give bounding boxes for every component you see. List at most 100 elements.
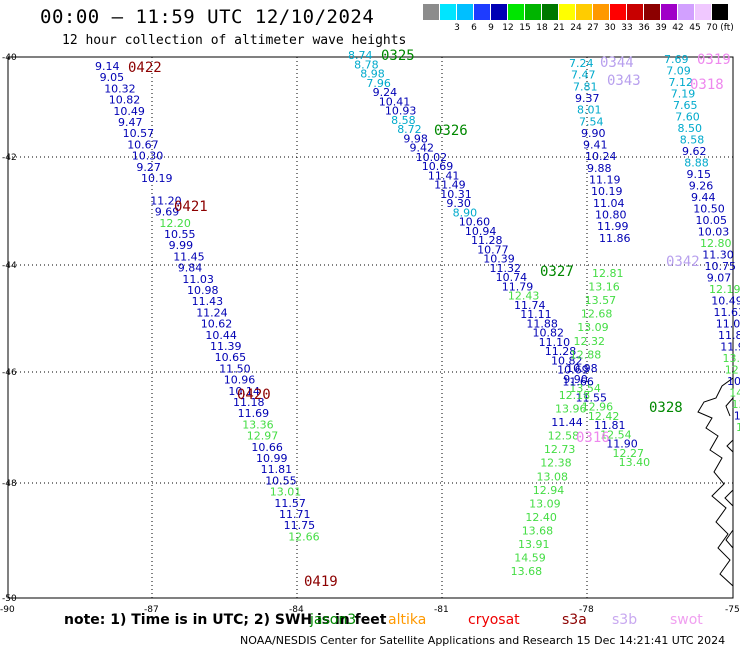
wave-height-value: 10.96: [224, 374, 256, 387]
wave-height-value: 12.73: [544, 443, 576, 456]
wave-height-value: 10.24: [585, 150, 617, 163]
wave-height-value: 9.98: [403, 132, 428, 145]
wave-height-value: 7.24: [569, 57, 594, 70]
wave-height-value: 9.26: [689, 180, 714, 193]
wave-height-value: 7.54: [579, 115, 604, 128]
wave-height-value: 9.05: [100, 71, 125, 84]
wave-height-value: 9.27: [136, 161, 161, 174]
wave-height-value: 10.98: [187, 284, 219, 297]
wave-height-value: 12.42: [588, 410, 620, 423]
wave-height-value: 9.37: [575, 92, 600, 105]
wave-height-value: 10.82: [533, 327, 565, 340]
lon-tick-label: -90: [0, 605, 15, 615]
pass-label: 0326: [434, 123, 468, 139]
wave-height-value: 11.71: [279, 508, 311, 521]
wave-height-value: 13.68: [522, 525, 554, 538]
wave-height-value: 11.50: [219, 362, 251, 375]
wave-height-value: 12.97: [247, 430, 278, 443]
scale-swatch: [542, 4, 558, 20]
scale-swatch: [712, 4, 728, 20]
wave-height-value: 11.88: [718, 329, 740, 342]
wave-height-value: 10.80: [595, 209, 627, 222]
wave-height-value: 11.63: [714, 306, 740, 319]
wave-height-value: 12.40: [525, 511, 557, 524]
wave-height-value: 10.77: [477, 243, 509, 256]
map-title: 00:00 — 11:59 UTC 12/10/2024: [40, 6, 375, 28]
lat-tick-label: -46: [2, 368, 17, 378]
wave-height-value: 14.59: [514, 552, 546, 565]
satellite-label: s3a: [562, 612, 587, 628]
wave-height-value: 10.02: [416, 151, 448, 164]
wave-height-value: 9.99: [169, 239, 194, 252]
pass-label: 0327: [540, 264, 574, 280]
wave-height-value: 11.00: [716, 318, 740, 331]
wave-height-value: 13.91: [518, 538, 550, 551]
scale-swatch: [695, 4, 711, 20]
wave-height-value: 10.82: [551, 354, 583, 367]
wave-height-value: 8.88: [684, 157, 709, 170]
scale-label: 45: [689, 23, 701, 33]
wave-height-value: 10.60: [459, 216, 491, 229]
wave-height-value: 10.32: [104, 82, 136, 95]
wave-height-value: 10.94: [465, 225, 497, 238]
wave-height-value: 11.90: [606, 438, 638, 451]
wave-height-value: 7.69: [664, 53, 689, 66]
scale-swatch: [508, 4, 524, 20]
wave-height-value: 11.49: [434, 179, 466, 192]
wave-height-value: 9.90: [563, 373, 588, 386]
wave-height-value: 7.81: [573, 80, 598, 93]
wave-height-value: 11.18: [233, 396, 265, 409]
wave-height-value: 11.99: [597, 220, 629, 233]
wave-height-value: 12.68: [581, 308, 613, 321]
wave-height-value: 13.16: [588, 281, 620, 294]
wave-height-value: 9.14: [95, 60, 120, 73]
wave-height-value: 9.42: [410, 142, 435, 155]
wave-height-value: 8.58: [680, 134, 705, 147]
wave-height-value: 10.98: [566, 362, 598, 375]
pass-label: 0318: [690, 77, 724, 93]
coastline-islands: [724, 397, 734, 549]
wave-height-value: 13.38: [732, 398, 740, 411]
wave-height-value: 12.58: [548, 430, 580, 443]
wave-height-value: 12.32: [574, 335, 606, 348]
wave-height-value: 10.05: [696, 214, 728, 227]
lat-tick-label: -48: [2, 479, 17, 489]
scale-label: 21: [553, 23, 565, 33]
footer-note: note: 1) Time is in UTC; 2) SWH is in fe…: [64, 612, 387, 628]
scale-swatch: [644, 4, 660, 20]
scale-label: 36: [638, 23, 650, 33]
wave-height-value: 9.44: [691, 191, 716, 204]
wave-height-value: 11.88: [526, 317, 558, 330]
scale-label: 39: [655, 23, 667, 33]
lon-tick-label: -87: [144, 605, 159, 615]
pass-label: 0422: [128, 60, 162, 76]
wave-height-value: 11.30: [702, 249, 734, 262]
wave-height-value: 11.86: [599, 232, 631, 245]
wave-height-value: 9.90: [581, 127, 606, 140]
wave-height-value: 11.28: [545, 345, 577, 358]
wave-height-value: 8.90: [453, 206, 478, 219]
wave-height-value: 12.66: [288, 530, 320, 543]
pass-label: 0421: [174, 199, 208, 215]
pass-label: 0344: [600, 55, 634, 71]
wave-height-value: 10.55: [164, 228, 196, 241]
wave-height-value: 13.36: [242, 418, 274, 431]
scale-label: 33: [621, 23, 633, 33]
wave-height-value: 11.11: [520, 308, 552, 321]
wave-height-value: 9.41: [583, 139, 608, 152]
pass-label: 0316: [576, 430, 610, 446]
wave-height-value: 9.88: [587, 162, 612, 175]
wave-height-value: 8.58: [391, 114, 416, 127]
wave-height-value: 9.15: [687, 168, 712, 181]
wave-height-value: 12.54: [600, 428, 632, 441]
wave-height-value: 7.12: [669, 76, 694, 89]
wave-height-value: 9.47: [118, 116, 143, 129]
wave-height-value: 10.49: [113, 105, 144, 118]
wave-height-value: 10.57: [123, 127, 155, 140]
wave-height-value: 13.57: [585, 294, 617, 307]
wave-height-value: 10.44: [205, 329, 237, 342]
wave-height-value: 9.30: [446, 197, 471, 210]
wave-height-value: 8.74: [348, 49, 373, 62]
satellite-label: jason3: [310, 612, 357, 628]
